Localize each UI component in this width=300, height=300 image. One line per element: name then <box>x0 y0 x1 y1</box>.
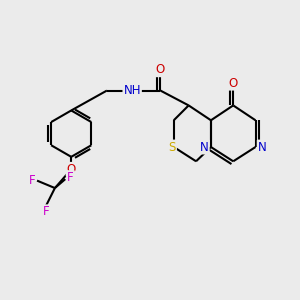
Text: F: F <box>43 205 49 218</box>
Text: F: F <box>28 174 35 187</box>
Text: O: O <box>156 63 165 76</box>
Text: N: N <box>200 140 209 154</box>
Text: O: O <box>229 76 238 90</box>
Text: F: F <box>67 171 74 184</box>
Text: N: N <box>258 140 266 154</box>
Text: NH: NH <box>123 84 141 97</box>
Text: S: S <box>169 140 176 154</box>
Text: O: O <box>67 163 76 176</box>
